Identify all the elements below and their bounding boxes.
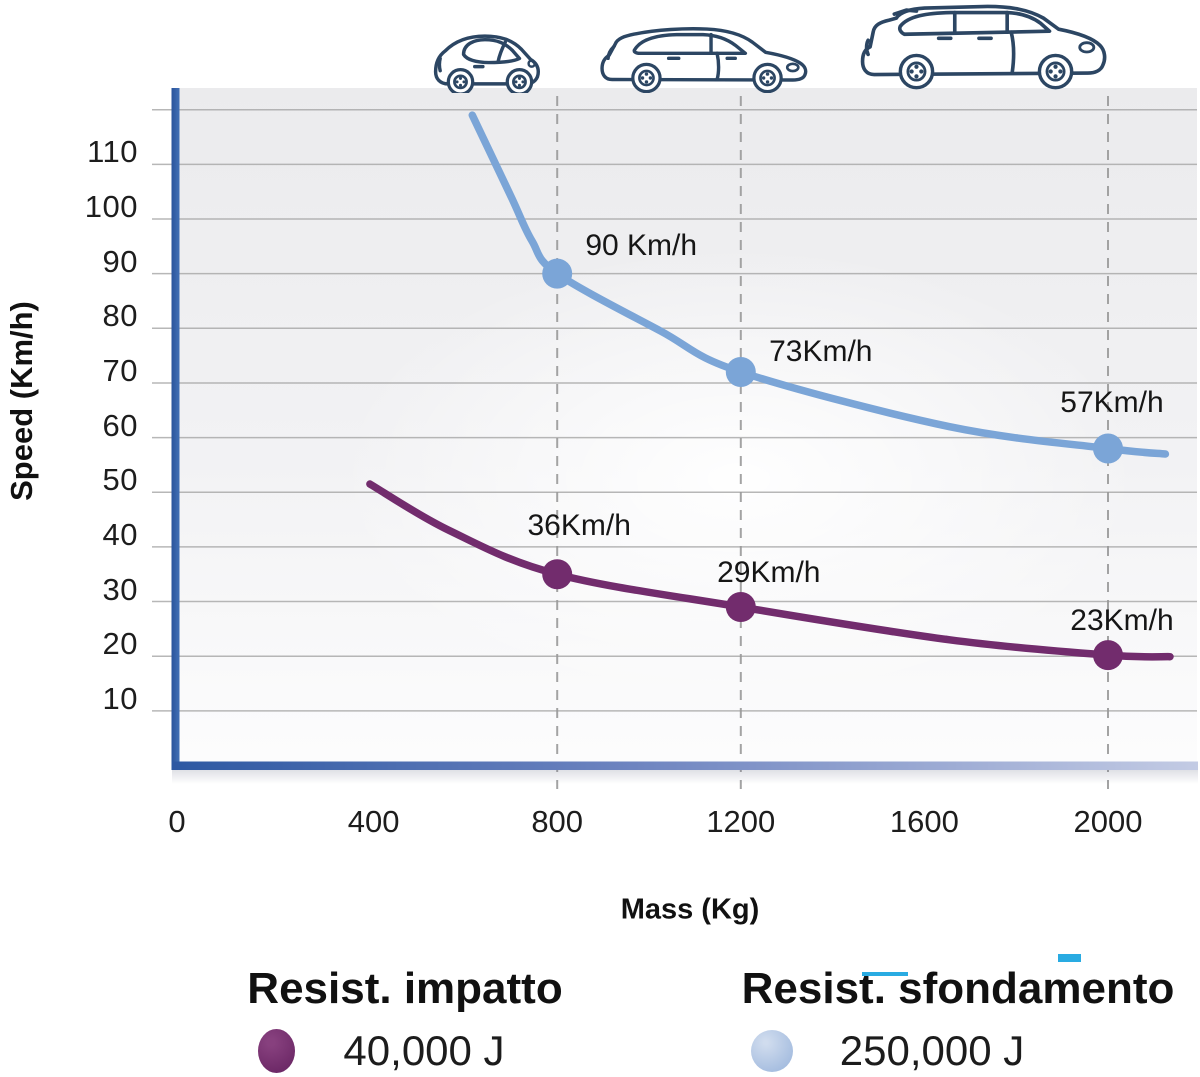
curve-resist--sfondamento bbox=[468, 111, 1170, 458]
y-tick-label: 80 bbox=[102, 298, 138, 334]
x-tick-label: 400 bbox=[347, 804, 400, 839]
y-tick-label: 60 bbox=[102, 407, 138, 443]
data-point bbox=[542, 559, 573, 590]
y-tick-label: 110 bbox=[87, 134, 138, 170]
point-label: 23Km/h bbox=[1070, 604, 1174, 638]
x-tick-label: 0 bbox=[168, 804, 186, 839]
city-car-icon bbox=[430, 28, 552, 94]
legend-sfondamento-dot bbox=[751, 1030, 793, 1072]
point-label: 90 Km/h bbox=[585, 228, 698, 262]
y-axis-line bbox=[171, 88, 180, 770]
x-tick-label: 1600 bbox=[889, 804, 959, 839]
legend-sfondamento-title: Resist. sfondamento bbox=[741, 964, 1175, 1013]
legend-sfondamento-value: 250,000 J bbox=[839, 1027, 1025, 1074]
point-label: 57Km/h bbox=[1060, 385, 1164, 419]
x-axis-title: Mass (Kg) bbox=[620, 893, 760, 926]
suv-car-icon bbox=[858, 2, 1112, 91]
y-tick-label: 90 bbox=[102, 243, 138, 279]
y-tick-label: 10 bbox=[102, 680, 138, 716]
x-tick-label: 1200 bbox=[706, 804, 776, 839]
point-label: 29Km/h bbox=[717, 556, 821, 589]
x-tick-label: 2000 bbox=[1073, 804, 1143, 839]
data-point bbox=[542, 258, 573, 289]
y-tick-label: 70 bbox=[102, 352, 138, 388]
point-label: 36Km/h bbox=[527, 509, 631, 543]
data-point bbox=[1093, 640, 1123, 671]
legend-impatto-title: Resist. impatto bbox=[247, 964, 563, 1013]
y-tick-label: 20 bbox=[102, 626, 138, 662]
point-label: 73Km/h bbox=[769, 335, 873, 369]
y-axis-title: Speed (Km/h) bbox=[4, 301, 39, 501]
x-axis-line bbox=[171, 761, 1198, 770]
cyan-dash-mark bbox=[1058, 954, 1081, 962]
legend-impatto-dot bbox=[258, 1029, 295, 1073]
hatchback-car-icon bbox=[598, 22, 816, 93]
legend-impatto-value: 40,000 J bbox=[343, 1027, 505, 1074]
y-tick-label: 50 bbox=[102, 462, 138, 498]
y-tick-label: 100 bbox=[84, 189, 138, 224]
x-tick-label: 800 bbox=[531, 804, 584, 839]
y-tick-label: 40 bbox=[102, 516, 138, 552]
y-tick-label: 30 bbox=[102, 571, 138, 607]
data-point bbox=[725, 592, 756, 623]
data-point bbox=[725, 357, 756, 388]
axis-shadow bbox=[172, 770, 1198, 784]
data-point bbox=[1093, 433, 1123, 464]
cyan-underline-mark bbox=[862, 972, 908, 976]
